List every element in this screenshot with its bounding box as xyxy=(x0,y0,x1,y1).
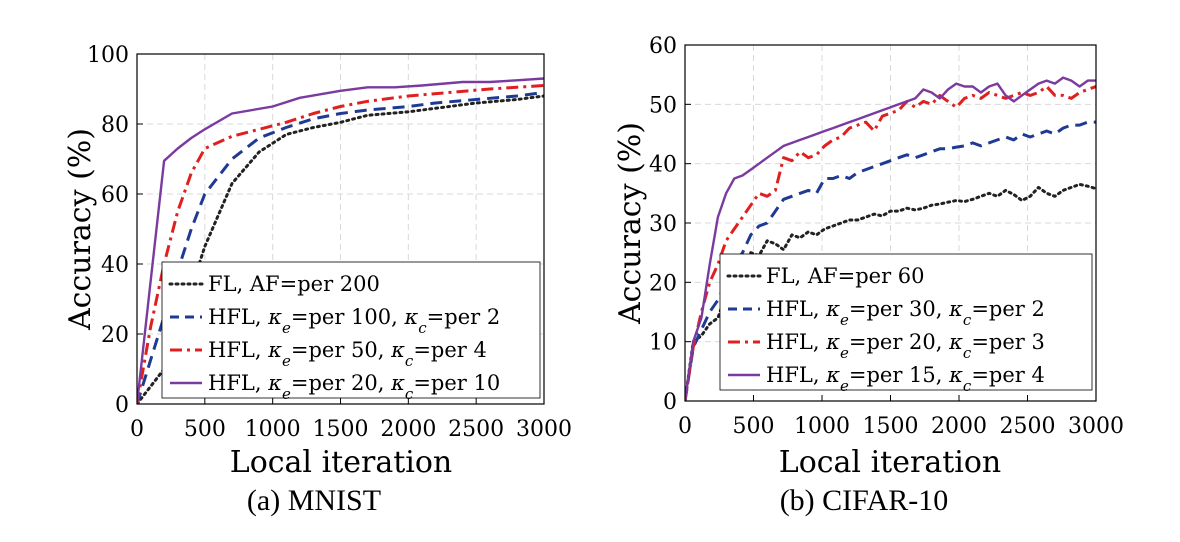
x-axis-label: Local iteration xyxy=(779,445,1001,480)
y-tick-label: 40 xyxy=(101,253,129,278)
series-line-3 xyxy=(137,84,544,404)
x-tick-label: 1000 xyxy=(245,417,301,442)
x-tick-label: 1500 xyxy=(313,417,369,442)
y-tick-label: 0 xyxy=(115,393,129,418)
x-tick-label: 2000 xyxy=(380,417,436,442)
x-tick-label: 1500 xyxy=(863,414,919,439)
x-tick-label: 0 xyxy=(678,414,692,439)
panel-caption: (a) MNIST xyxy=(247,484,381,517)
series-line-3 xyxy=(685,85,1096,401)
y-tick-label: 100 xyxy=(87,43,129,68)
y-tick-label: 50 xyxy=(649,93,677,118)
y-tick-label: 60 xyxy=(649,34,677,59)
legend-label: HFL, κe=per 30, κc=per 2 xyxy=(766,297,1045,329)
x-tick-label: 3000 xyxy=(516,417,572,442)
x-tick-label: 500 xyxy=(184,417,226,442)
series-line-1 xyxy=(137,94,544,404)
panel-mnist: 0 500 1000 1500 2000 2500 3000 0 20 40 60 80 100 Loca… xyxy=(63,43,572,517)
legend-box xyxy=(719,253,1093,391)
y-tick-label: 20 xyxy=(649,271,677,296)
legend-label: HFL, κe=per 100, κc=per 2 xyxy=(208,305,500,337)
panel-cifar10: 0 500 1000 1500 2000 2500 3000 0 10 20 30 40 50 60 Loc… xyxy=(613,34,1124,517)
y-tick-label: 60 xyxy=(101,183,129,208)
legend-label: HFL, κe=per 20, κc=per 10 xyxy=(208,371,500,403)
x-tick-label: 2500 xyxy=(448,417,504,442)
y-axis-label: Accuracy (%) xyxy=(613,122,648,325)
panel-caption: (b) CIFAR-10 xyxy=(780,484,949,517)
series-line-4 xyxy=(137,77,544,404)
y-tick-label: 30 xyxy=(649,212,677,237)
y-tick-label: 0 xyxy=(663,390,677,415)
legend-label: HFL, κe=per 50, κc=per 4 xyxy=(208,338,487,370)
legend-box xyxy=(161,261,541,399)
y-tick-label: 40 xyxy=(649,153,677,178)
legend-label: HFL, κe=per 20, κc=per 3 xyxy=(766,330,1045,362)
y-tick-label: 20 xyxy=(101,323,129,348)
x-tick-label: 500 xyxy=(733,414,775,439)
x-tick-label: 3000 xyxy=(1068,414,1124,439)
x-axis-label: Local iteration xyxy=(230,445,452,480)
x-tick-label: 2000 xyxy=(931,414,987,439)
series-line-4 xyxy=(685,76,1096,401)
x-tick-label: 1000 xyxy=(794,414,850,439)
y-tick-label: 80 xyxy=(101,113,129,138)
y-axis-label: Accuracy (%) xyxy=(63,128,98,331)
y-tick-label: 10 xyxy=(649,331,677,356)
series-line-2 xyxy=(685,120,1096,401)
legend-label: FL, AF=per 60 xyxy=(766,264,925,288)
legend-label: FL, AF=per 200 xyxy=(208,272,380,296)
x-tick-label: 0 xyxy=(130,417,144,442)
x-tick-label: 2500 xyxy=(1000,414,1056,439)
series-group xyxy=(137,77,544,404)
series-line-2 xyxy=(137,91,544,404)
legend-label: HFL, κe=per 15, κc=per 4 xyxy=(766,363,1045,395)
